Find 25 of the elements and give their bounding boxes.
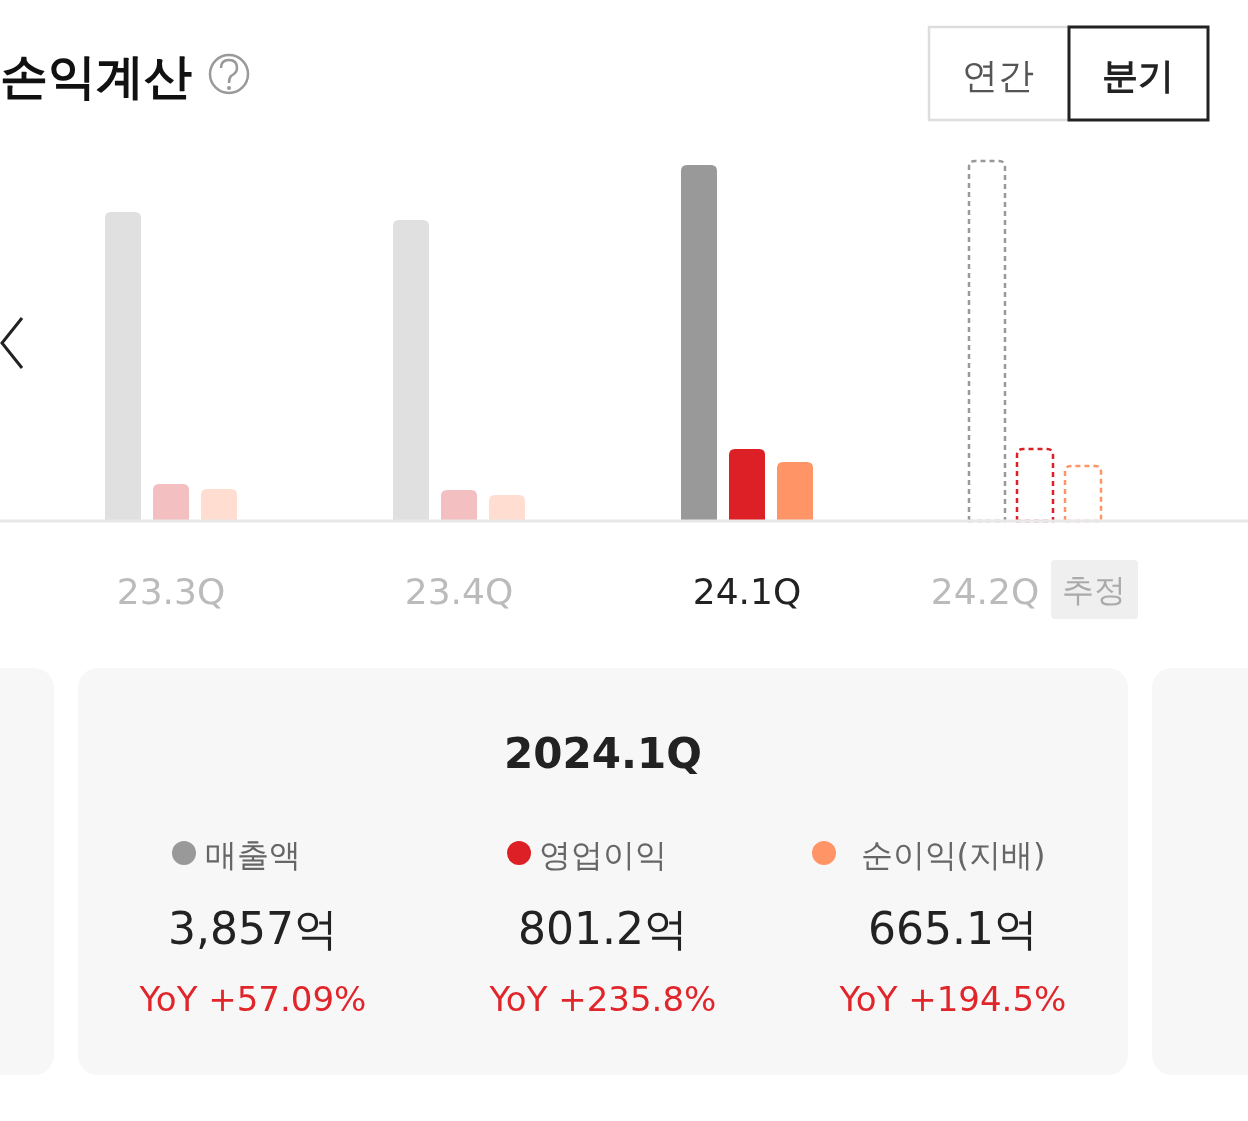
legend-label: 순이익(지배) xyxy=(860,836,1046,874)
text: 추정 xyxy=(1062,571,1126,609)
bar xyxy=(201,488,237,521)
x-tick-label: 23.4Q xyxy=(404,571,514,612)
text: YoY +194.5% xyxy=(838,979,1067,1019)
chart-title: 손익계산 xyxy=(0,48,192,104)
text: 분기 xyxy=(1102,55,1174,96)
legend-label: 영업이익 xyxy=(539,836,667,874)
text: 665.1억 xyxy=(868,903,1038,954)
bar xyxy=(681,164,717,521)
x-tick-label: 23.3Q xyxy=(116,571,226,612)
text: 3,857억 xyxy=(168,903,338,954)
bar xyxy=(777,461,813,521)
text: 801.2억 xyxy=(518,903,688,954)
bar xyxy=(729,449,765,521)
text: 연간 xyxy=(962,55,1034,96)
legend-label: 매출액 xyxy=(205,836,301,874)
x-tick-label: 24.1Q xyxy=(692,571,802,612)
bar xyxy=(153,483,189,521)
bar xyxy=(489,495,525,521)
x-tick-label: 24.2Q xyxy=(930,571,1040,612)
text: YoY +235.8% xyxy=(488,979,717,1019)
text: 2024.1Q xyxy=(504,729,702,778)
bar xyxy=(441,490,477,521)
text: YoY +57.09% xyxy=(138,979,367,1019)
